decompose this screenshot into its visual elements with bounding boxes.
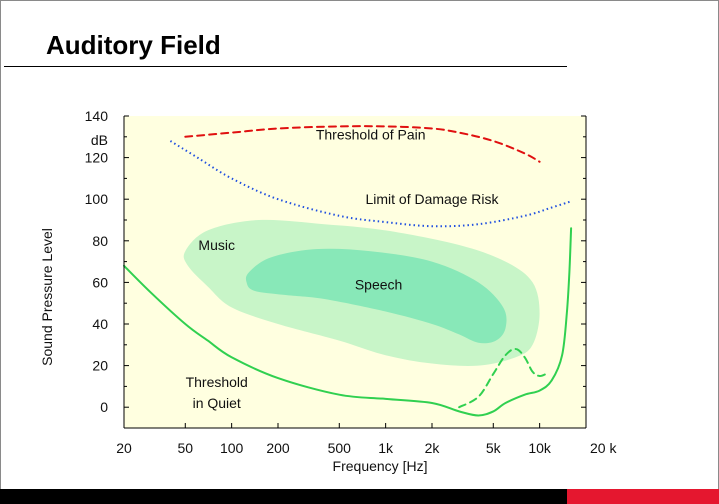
x-axis-title: Frequency [Hz] <box>333 458 428 474</box>
series-threshold-in-quiet <box>123 227 573 417</box>
slide-title: Auditory Field <box>46 30 221 60</box>
annotation-threshold: Threshold <box>186 374 248 390</box>
y-unit-label: dB <box>91 132 108 148</box>
y-axis-title: Sound Pressure Level <box>39 228 55 366</box>
series-threshold-of-pain <box>184 125 541 163</box>
series-limit-of-damage-risk <box>169 140 572 228</box>
x-tick-label: 5k <box>486 440 502 456</box>
x-tick-label: 100 <box>220 440 244 456</box>
annotation-music: Music <box>198 237 235 253</box>
y-tick-label: 100 <box>85 191 109 207</box>
y-tick-label: 20 <box>92 358 108 374</box>
y-tick-label: 40 <box>92 316 108 332</box>
x-tick-label: 2k <box>425 440 441 456</box>
series-curve-3 <box>458 347 547 409</box>
x-tick-label: 20 <box>116 440 132 456</box>
title-underline <box>4 66 567 67</box>
x-tick-label: 10k <box>528 440 552 456</box>
y-tick-label: 60 <box>92 274 108 290</box>
x-tick-label: 50 <box>177 440 193 456</box>
annotation-limit-of-damage-risk: Limit of Damage Risk <box>365 191 499 207</box>
y-tick-label: 120 <box>85 150 109 166</box>
y-tick-label: 80 <box>92 233 108 249</box>
footer-accent-bar <box>567 489 719 504</box>
x-tick-label: 500 <box>328 440 352 456</box>
footer-bar <box>0 489 567 504</box>
annotation-threshold-of-pain: Threshold of Pain <box>316 127 426 143</box>
x-tick-label: 200 <box>266 440 290 456</box>
annotation-speech: Speech <box>355 276 402 292</box>
x-tick-label: 20 k <box>590 440 617 456</box>
annotation-in-quiet: in Quiet <box>193 395 241 411</box>
region-speech <box>245 248 507 344</box>
y-tick-label: 0 <box>100 399 108 415</box>
y-tick-label: 140 <box>85 108 109 124</box>
x-tick-label: 1k <box>378 440 394 456</box>
